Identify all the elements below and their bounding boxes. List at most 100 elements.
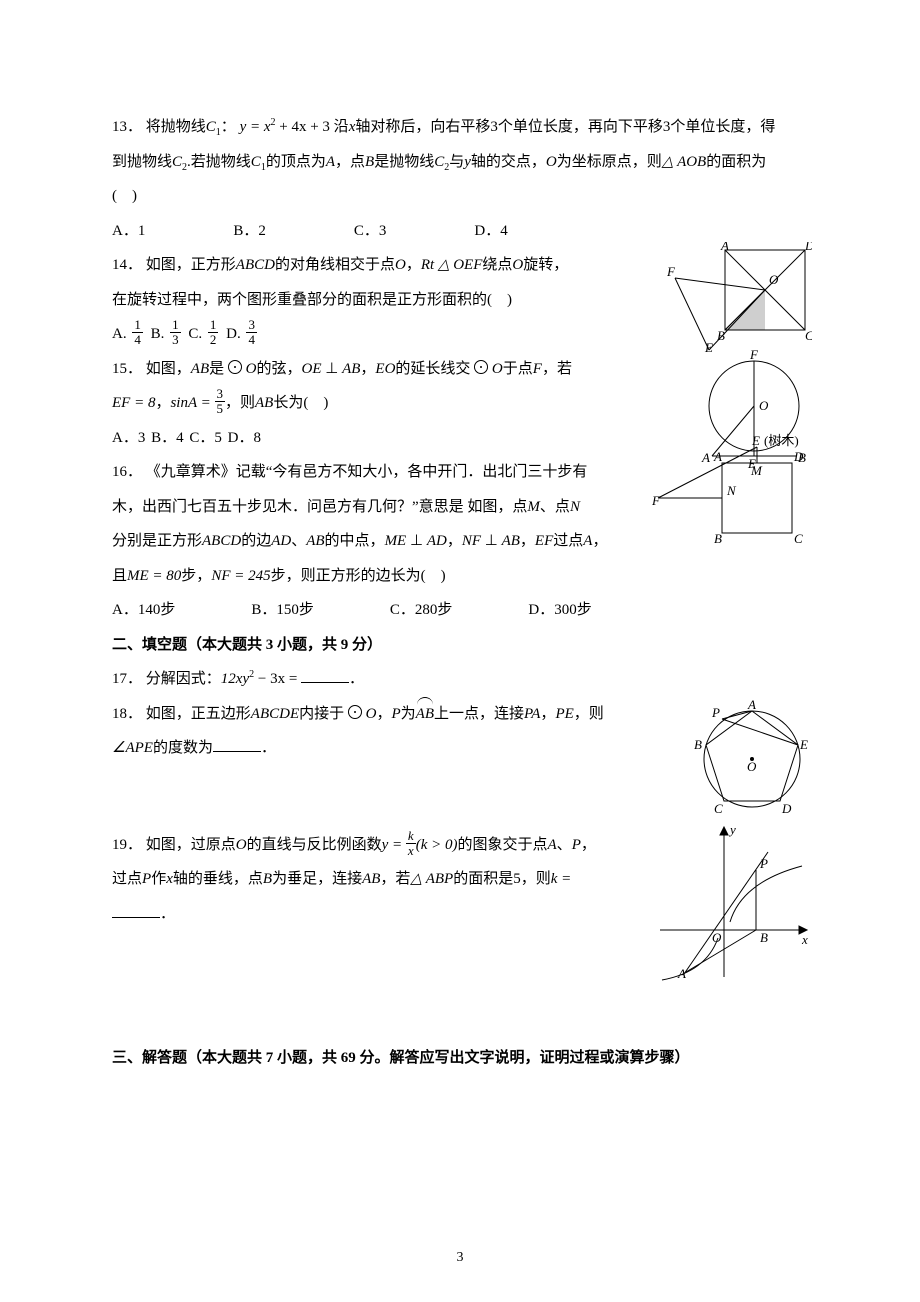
q15-oB: B．4 <box>151 430 184 446</box>
blank-fill <box>112 903 160 918</box>
q19-num: 19． <box>112 837 142 853</box>
q16-oB: B．150步 <box>251 593 314 628</box>
q13-line2: 到抛物线C2.若抛物线C1的顶点为A，点B是抛物线C2与y轴的交点，O为坐标原点… <box>112 145 810 180</box>
q16-t8: 过点 <box>553 533 583 549</box>
q16-lE: E <box>751 433 760 448</box>
q19-O: O <box>236 837 247 853</box>
q16-lF: F <box>652 493 661 508</box>
q19-t5: 作 <box>151 871 166 887</box>
q14-lbl-D: D <box>804 242 812 253</box>
q14-fA: 14 <box>132 318 145 346</box>
q13-opt-c: C．3 <box>354 214 387 249</box>
q13-l2g: 轴的交点， <box>471 154 546 170</box>
q19-AB: AB <box>362 871 380 887</box>
blank-fill <box>213 738 261 753</box>
q13-c1b: C <box>251 154 261 170</box>
odot-icon <box>474 360 488 374</box>
q18-O: O <box>366 706 377 722</box>
q13-tri: △ AOB <box>662 154 706 170</box>
q13-l2e: 是抛物线 <box>374 154 434 170</box>
q16-ME: ME <box>385 533 407 549</box>
q17-eb: − 3x = <box>254 671 301 687</box>
q15-oD: D．8 <box>228 430 261 446</box>
q19-x: x <box>166 871 173 887</box>
q13-opt-b: B．2 <box>233 214 266 249</box>
q14-oA: A. <box>112 326 130 342</box>
q16-lM: M <box>750 463 763 478</box>
q16-figure: A D B C E F M N (树木) <box>652 433 812 543</box>
q15-O2: O <box>492 361 503 377</box>
q16-ME2: ME = 80 <box>127 568 181 584</box>
q19-l2a: 过点 <box>112 871 142 887</box>
q16-t5: 的中点， <box>325 533 385 549</box>
q13-line1: 13． 将抛物线C1： y = x2 + 4x + 3 沿x轴对称后，向右平移3… <box>112 110 810 145</box>
question-14: A D B C O F E 14． 如图，正方形ABCD的对角线相交于点O，Rt… <box>112 248 810 352</box>
q13-c2b: C <box>434 154 444 170</box>
q14-num: 14． <box>112 257 142 273</box>
q13-y: y <box>464 154 471 170</box>
q13-B: B <box>365 154 374 170</box>
q14-tc: ， <box>406 257 421 273</box>
q16-NF: NF <box>462 533 481 549</box>
q19-lA: A <box>677 966 686 981</box>
q19-t3: 的图象交于点 <box>457 837 547 853</box>
q17-num: 17． <box>112 671 142 687</box>
q16-lB: B <box>714 531 722 543</box>
q18-t2: 内接于 <box>299 706 344 722</box>
q13-colon: ： <box>221 119 236 135</box>
q16-N: N <box>570 499 580 515</box>
q19-frac: kx <box>406 829 416 857</box>
q18-t1: 如图，正五边形 <box>146 706 251 722</box>
q18-PA: PA <box>524 706 540 722</box>
q19-kgt: (k > 0) <box>416 837 458 853</box>
q19-t1: 如图，过原点 <box>146 837 236 853</box>
q16-NF2: NF = 245 <box>211 568 270 584</box>
q16-num: 16． <box>112 464 142 480</box>
question-18: A E D C B P O 18． 如图，正五边形ABCDE内接于 O，P为AB… <box>112 697 810 828</box>
q15-lO: O <box>759 398 769 413</box>
q18-t4: 为 <box>401 706 416 722</box>
q15-t10: 长为( ) <box>273 395 328 411</box>
q19-t8: ，若 <box>380 871 410 887</box>
q15-AB: AB <box>191 361 209 377</box>
q14-lbl-A: A <box>720 242 729 253</box>
q13-num: 13． <box>112 119 142 135</box>
q16-oA: A．140步 <box>112 593 175 628</box>
q19-P: P <box>572 837 581 853</box>
q15-frac: 35 <box>215 387 226 415</box>
q15-OE: OE <box>301 361 321 377</box>
q14-oC: C. <box>188 326 206 342</box>
q19-lx: x <box>801 932 808 947</box>
q13-l2a: 到抛物线 <box>112 154 172 170</box>
q15-oC: C．5 <box>189 430 222 446</box>
q16-step2: 步，则正方形的边长为( ) <box>271 568 446 584</box>
q19-P2: P <box>142 871 151 887</box>
q15-t2: 是 <box>209 361 224 377</box>
q13-l2b: .若抛物线 <box>187 154 251 170</box>
q19-yeq: y = <box>382 837 406 853</box>
q15-sinA: sinA = <box>170 395 214 411</box>
q17-t1: 分解因式： <box>146 671 221 687</box>
q16-abcd: ABCD <box>202 533 241 549</box>
q19-t7: 为垂足，连接 <box>272 871 362 887</box>
q13-O: O <box>546 154 557 170</box>
q13-l2h: 为坐标原点，则 <box>557 154 662 170</box>
q16-M: M <box>527 499 540 515</box>
q15-EF: EF = 8 <box>112 395 155 411</box>
q19-t4: ， <box>581 837 596 853</box>
q18-abcde: ABCDE <box>251 706 299 722</box>
q16-lN: N <box>726 483 737 498</box>
q19-A: A <box>548 837 557 853</box>
q13-opt-a: A．1 <box>112 214 145 249</box>
question-19: O P B A x y 19． 如图，过原点O的直线与反比例函数y = kx(k… <box>112 828 810 1042</box>
q18-t9: ． <box>261 740 276 756</box>
q14-te: 旋转， <box>523 257 568 273</box>
q16-options: A．140步 B．150步 C．280步 D．300步 <box>112 593 810 628</box>
q19-t2: 的直线与反比例函数 <box>247 837 382 853</box>
page-number: 3 <box>0 1242 920 1274</box>
q18-lD: D <box>781 801 792 816</box>
q16-AB3: AB <box>502 533 520 549</box>
q18-t7: ，则 <box>574 706 604 722</box>
q16-AD2: AD <box>427 533 447 549</box>
q14-tb: 的对角线相交于点 <box>275 257 395 273</box>
